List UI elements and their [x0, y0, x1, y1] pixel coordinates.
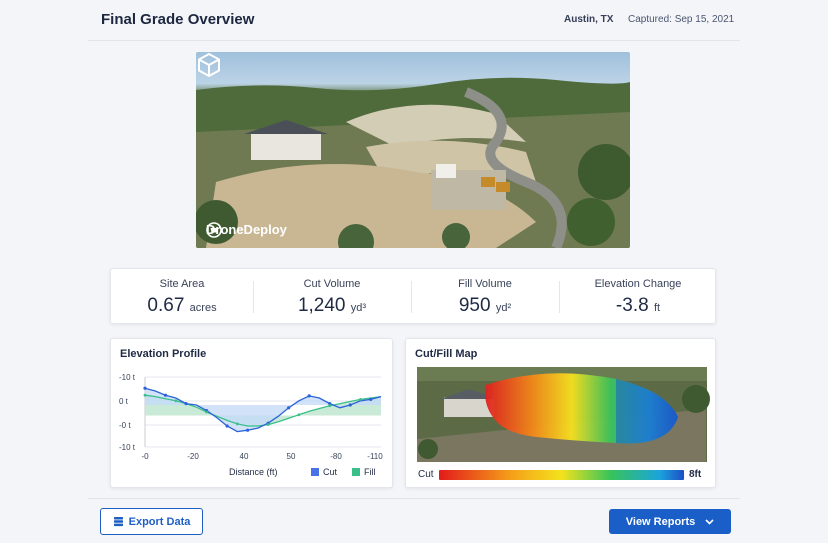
x-tick-label: 50	[287, 452, 296, 461]
scale-min-label: Cut	[418, 469, 434, 480]
location-label: Austin, TX	[564, 14, 614, 25]
stats-panel: Site Area 0.67 acres Cut Volume 1,240 yd…	[110, 268, 716, 324]
captured-date: Captured: Sep 15, 2021	[628, 14, 735, 25]
legend-label: Cut	[323, 467, 338, 477]
cut-point	[369, 397, 373, 401]
cube-icon	[198, 52, 220, 78]
view-reports-button[interactable]: View Reports	[609, 509, 731, 534]
cut-point	[225, 424, 229, 428]
stat-value: 1,240	[297, 295, 346, 316]
fill-point	[328, 404, 332, 408]
export-data-button[interactable]: Export Data	[100, 508, 203, 535]
stat-label: Fill Volume	[458, 278, 512, 290]
stat-value: 0.67	[147, 295, 185, 316]
cutfill-title: Cut/Fill Map	[415, 348, 478, 360]
aerial-scene	[196, 77, 630, 248]
chevron-down-icon	[705, 518, 714, 525]
stat-label: Elevation Change	[594, 278, 682, 290]
fill-point	[174, 399, 178, 403]
stat-cut-volume: Cut Volume 1,240 yd³	[253, 269, 411, 325]
drone-logo-icon	[206, 222, 222, 238]
fill-point	[359, 398, 362, 401]
fill-point	[266, 423, 270, 426]
x-tick-label: -110	[367, 452, 383, 461]
cutfill-map	[417, 367, 710, 480]
cut-point	[348, 403, 352, 407]
cut-area	[145, 388, 381, 432]
cut-point	[143, 386, 147, 390]
y-tick-label: -10 t	[119, 373, 136, 382]
stat-fill-volume: Fill Volume 950 yd²	[411, 269, 559, 325]
cut-point	[307, 394, 311, 398]
divider	[559, 281, 560, 313]
stat-label: Cut Volume	[303, 278, 361, 290]
stat-elevation-change: Elevation Change -3.8 ft	[559, 269, 717, 325]
stat-value: 950	[458, 295, 491, 316]
cut-point	[246, 428, 250, 432]
y-tick-label: -10 t	[119, 443, 136, 452]
stat-value: -3.8	[615, 295, 649, 316]
y-tick-label: -0 t	[119, 421, 131, 430]
stat-unit: ft	[653, 302, 661, 314]
view-label: View Reports	[625, 515, 696, 528]
x-tick-label: -80	[330, 452, 342, 461]
x-tick-label: -0	[141, 452, 149, 461]
divider	[411, 281, 412, 313]
stat-unit: yd²	[495, 302, 512, 314]
stat-unit: acres	[189, 302, 217, 314]
divider	[253, 281, 254, 313]
cut-point	[287, 406, 291, 410]
color-scale-bar	[439, 470, 684, 480]
database-icon	[113, 517, 123, 527]
cut-series-line	[144, 387, 382, 433]
x-axis-label: Distance (ft)	[229, 467, 278, 477]
cut-point	[328, 402, 332, 406]
scale-max-label: 8ft	[689, 469, 702, 480]
elevation-title: Elevation Profile	[120, 348, 207, 360]
footer-divider	[88, 498, 740, 499]
legend-swatch	[352, 468, 360, 476]
fill-point	[297, 413, 301, 417]
stat-unit: yd³	[350, 302, 367, 314]
legend-swatch	[311, 468, 319, 476]
aerial-photo: DroneDeploy	[196, 52, 630, 248]
cut-point	[184, 402, 188, 406]
fill-point	[205, 410, 208, 414]
legend-label: Fill	[364, 467, 376, 477]
brand-watermark: DroneDeploy	[206, 222, 287, 238]
elevation-chart: -10 t 0 t -0 t -10 t -0 -20 40 50 -80 -110 Distanc…	[119, 373, 383, 477]
page-header: Final Grade Overview Austin, TX Captured…	[88, 0, 740, 41]
fill-point	[235, 422, 239, 426]
export-label: Export Data	[128, 515, 191, 528]
fill-point	[143, 393, 147, 397]
stat-site-area: Site Area 0.67 acres	[111, 269, 253, 325]
y-tick-label: 0 t	[119, 397, 129, 406]
x-tick-label: -20	[187, 452, 199, 461]
elevation-profile-card: Elevation Profile -10 t 0 t -0 t -10 t -0 -20…	[110, 338, 393, 488]
stat-label: Site Area	[159, 278, 205, 290]
page-title: Final Grade Overview	[101, 11, 255, 28]
x-tick-label: 40	[240, 452, 249, 461]
brand-name: DroneDeploy	[206, 222, 287, 237]
cutfill-map-card: Cut/Fill Map	[405, 338, 716, 488]
cut-point	[163, 393, 168, 397]
